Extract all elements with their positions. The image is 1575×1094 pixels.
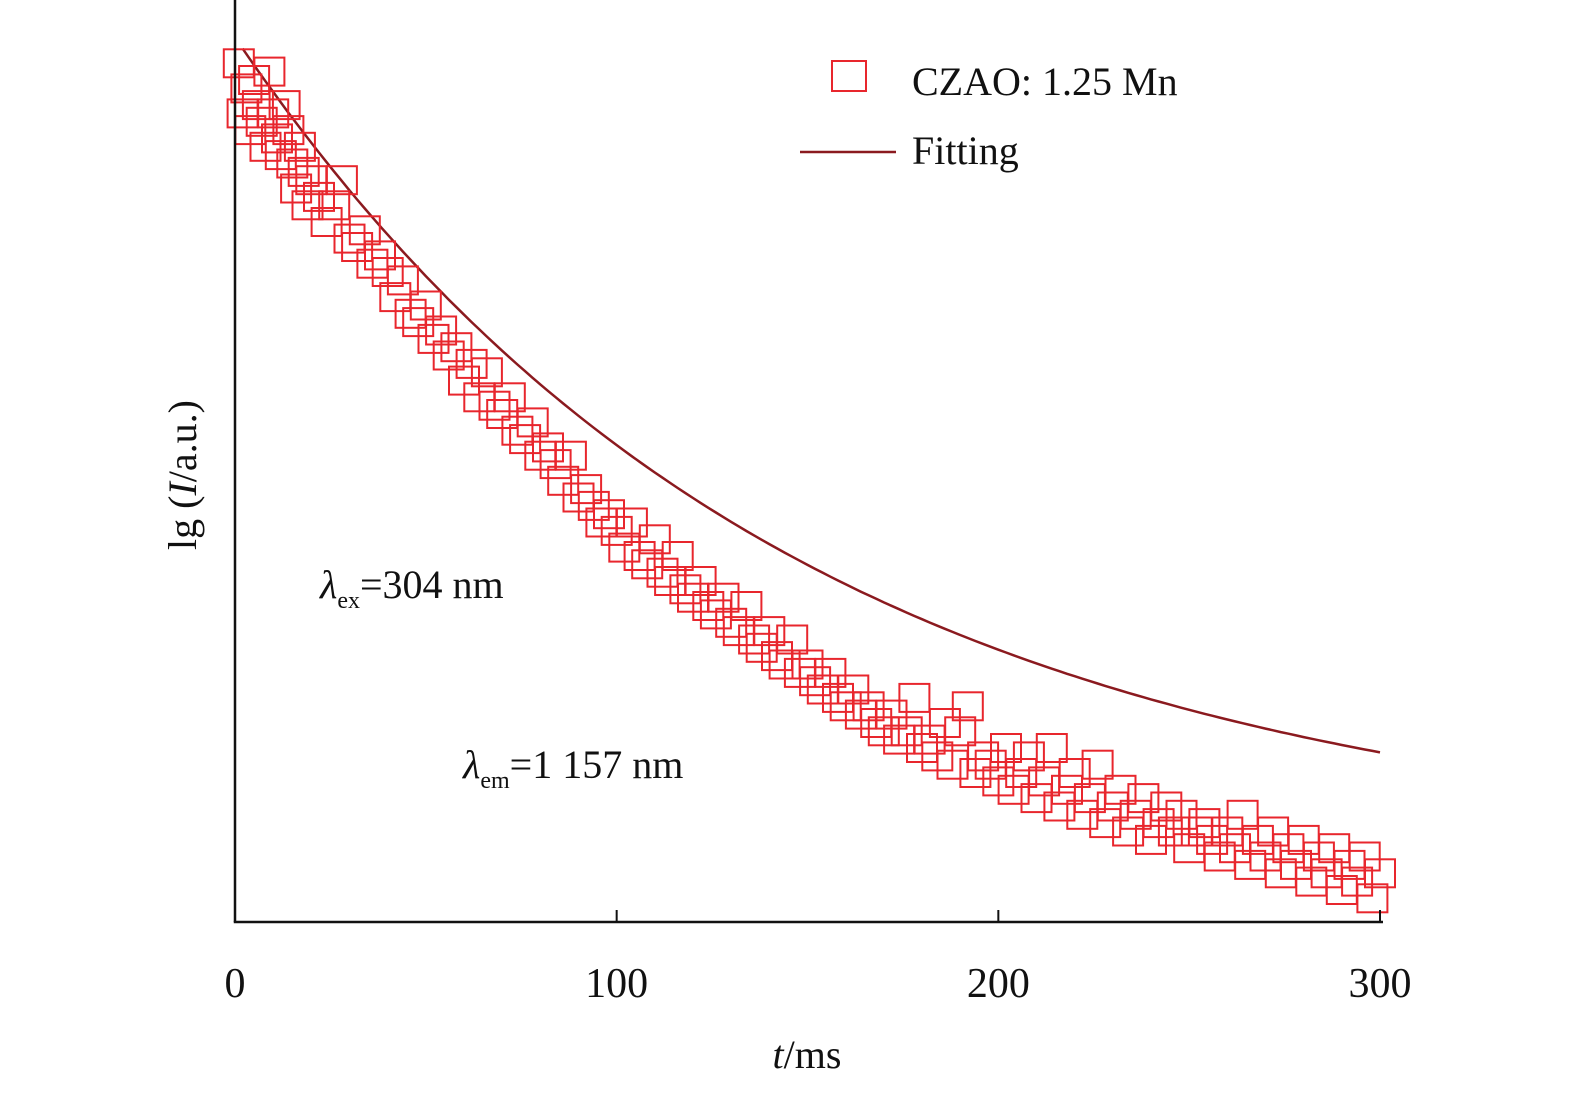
annotation-emission-symbol: λ [462, 742, 480, 787]
annotation-emission-subscript: em [480, 768, 510, 794]
data-point [1028, 766, 1061, 797]
data-point [1012, 741, 1045, 772]
data-point [493, 382, 526, 413]
data-point [386, 265, 419, 296]
data-point [364, 240, 396, 271]
data-point [898, 682, 931, 713]
x-tick-label-0: 0 [225, 961, 246, 1007]
data-point [287, 156, 320, 187]
data-point [532, 432, 564, 463]
data-point [1364, 858, 1396, 889]
x-tick-layer: 0 100 200 300 [225, 910, 1412, 1007]
data-point [1089, 808, 1122, 839]
data-point [1066, 799, 1099, 830]
data-point [814, 657, 847, 688]
y-axis-label-prefix: lg ( [160, 496, 205, 550]
data-point [318, 190, 351, 221]
data-point [554, 440, 587, 471]
data-point-layer [222, 48, 1396, 914]
data-point [272, 115, 305, 146]
data-point [1005, 758, 1038, 788]
annotation-emission: λem=1 157 nm [462, 742, 683, 794]
data-point [1127, 783, 1160, 814]
data-point [230, 73, 263, 104]
data-point [325, 165, 358, 196]
data-point [1051, 774, 1083, 805]
data-point [253, 56, 286, 87]
x-tick-label-2: 200 [967, 961, 1030, 1007]
data-point [615, 507, 648, 538]
data-point [1073, 783, 1106, 814]
y-axis-label-unit: /a.u.) [160, 400, 205, 482]
legend-label-fit: Fitting [912, 128, 1019, 173]
y-axis-label: lg (I/a.u.) [160, 400, 205, 550]
data-point [967, 741, 1000, 772]
data-point [1104, 774, 1137, 805]
data-point [1112, 816, 1145, 847]
annotation-excitation: λex=304 nm [319, 562, 504, 614]
data-point [791, 649, 824, 680]
data-point [1020, 783, 1053, 814]
data-point [1035, 733, 1068, 763]
data-point [291, 190, 324, 221]
data-point [753, 616, 786, 647]
legend-marker-square [831, 60, 867, 92]
data-point [1188, 808, 1221, 839]
legend: CZAO: 1.25 Mn Fitting [800, 59, 1178, 173]
data-point [1356, 883, 1389, 914]
x-axis-label-unit: /ms [784, 1032, 842, 1077]
data-point [638, 524, 671, 555]
data-point [310, 207, 343, 237]
data-point [1043, 791, 1076, 822]
x-axis-label-variable: t [773, 1032, 785, 1077]
data-point [951, 691, 984, 722]
y-axis-label-variable: I [160, 481, 205, 497]
data-point [1135, 824, 1167, 855]
data-point [1081, 749, 1114, 780]
annotation-excitation-subscript: ex [337, 588, 360, 614]
data-point [707, 582, 740, 613]
data-point [283, 131, 316, 162]
data-point [944, 716, 977, 747]
data-point [1096, 791, 1129, 822]
data-point [1058, 758, 1091, 788]
x-tick-label-3: 300 [1349, 961, 1412, 1007]
data-point [730, 591, 763, 621]
fit-layer [241, 47, 1381, 754]
annotation-emission-value: =1 157 nm [510, 742, 684, 787]
data-point [1119, 799, 1152, 830]
data-point [264, 140, 297, 171]
data-point [593, 499, 625, 530]
annotation-excitation-value: =304 nm [360, 562, 504, 607]
legend-label-data: CZAO: 1.25 Mn [912, 59, 1178, 104]
data-point [470, 357, 503, 388]
x-tick-label-1: 100 [585, 961, 648, 1007]
data-point [276, 148, 309, 179]
fit-curve [241, 47, 1381, 754]
data-point [661, 541, 694, 571]
annotation-excitation-symbol: λ [319, 562, 337, 607]
data-point [684, 566, 717, 596]
x-axis-label: t/ms [773, 1032, 842, 1077]
data-point [268, 90, 301, 121]
data-point [570, 474, 603, 505]
